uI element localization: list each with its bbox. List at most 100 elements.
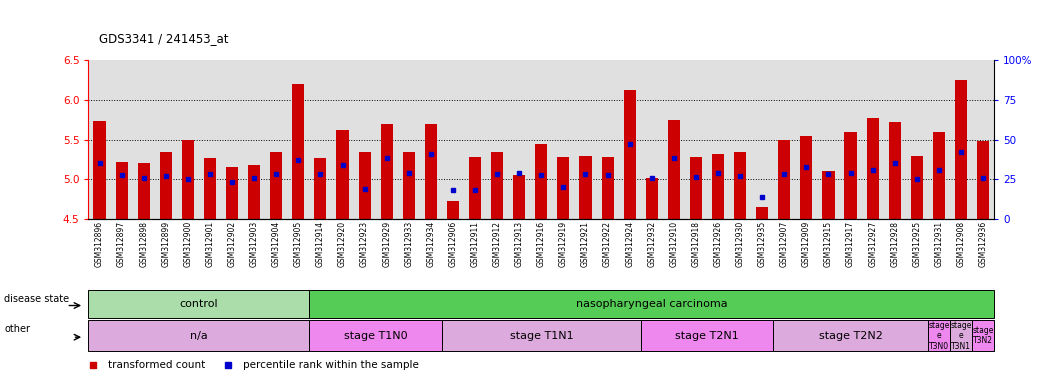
Text: control: control (180, 299, 219, 309)
Bar (553, 60, 575, 219)
Bar (226, 167, 238, 219)
Bar (287, 60, 309, 219)
Bar (491, 152, 503, 219)
Bar (933, 132, 945, 219)
Bar (862, 60, 884, 219)
Bar (530, 60, 553, 219)
Bar (822, 172, 835, 219)
Bar (464, 60, 486, 219)
Bar (756, 207, 768, 219)
Bar (977, 141, 989, 219)
Bar (928, 320, 950, 351)
Bar (911, 156, 923, 219)
Bar (442, 320, 640, 351)
Bar (734, 152, 746, 219)
Bar (88, 320, 309, 351)
Bar (244, 60, 265, 219)
Bar (381, 124, 392, 219)
Text: GDS3341 / 241453_at: GDS3341 / 241453_at (99, 31, 228, 45)
Bar (663, 60, 685, 219)
Bar (398, 60, 420, 219)
Bar (199, 60, 221, 219)
Bar (535, 144, 548, 219)
Bar (884, 60, 906, 219)
Bar (779, 140, 790, 219)
Bar (331, 60, 354, 219)
Bar (94, 121, 105, 219)
Bar (928, 60, 950, 219)
Bar (508, 60, 530, 219)
Bar (640, 320, 773, 351)
Bar (667, 120, 680, 219)
Bar (839, 60, 862, 219)
Bar (596, 60, 618, 219)
Bar (248, 165, 260, 219)
Bar (690, 157, 702, 219)
Bar (420, 60, 442, 219)
Bar (314, 158, 327, 219)
Bar (376, 60, 398, 219)
Bar (116, 162, 128, 219)
Bar (972, 320, 994, 351)
Bar (309, 60, 331, 219)
Bar (889, 122, 900, 219)
Bar (358, 152, 371, 219)
Bar (795, 60, 817, 219)
Text: transformed count: transformed count (108, 360, 206, 371)
Bar (88, 60, 110, 219)
Bar (513, 175, 526, 219)
Bar (955, 80, 967, 219)
Bar (972, 60, 994, 219)
Text: stage
e
T3N1: stage e T3N1 (950, 321, 971, 351)
Bar (707, 60, 729, 219)
Bar (773, 60, 795, 219)
Bar (580, 156, 591, 219)
Bar (309, 320, 442, 351)
Text: disease state: disease state (4, 294, 70, 304)
Bar (624, 90, 636, 219)
Bar (685, 60, 707, 219)
Bar (221, 60, 244, 219)
Bar (110, 60, 132, 219)
Bar (159, 152, 172, 219)
Bar (265, 60, 287, 219)
Text: stage T2N1: stage T2N1 (676, 331, 739, 341)
Text: percentile rank within the sample: percentile rank within the sample (243, 360, 418, 371)
Bar (645, 178, 658, 219)
Bar (801, 136, 812, 219)
Bar (866, 118, 879, 219)
Text: stage
T3N2: stage T3N2 (972, 326, 994, 345)
Bar (88, 290, 309, 318)
Bar (447, 201, 459, 219)
Bar (336, 130, 349, 219)
Bar (155, 60, 177, 219)
Bar (906, 60, 928, 219)
Bar (773, 320, 928, 351)
Bar (425, 124, 437, 219)
Bar (844, 132, 857, 219)
Bar (602, 157, 613, 219)
Bar (729, 60, 752, 219)
Bar (817, 60, 839, 219)
Text: stage T1N1: stage T1N1 (509, 331, 574, 341)
Bar (293, 84, 304, 219)
Bar (309, 290, 994, 318)
Bar (177, 60, 199, 219)
Text: n/a: n/a (191, 331, 208, 341)
Bar (354, 60, 376, 219)
Bar (618, 60, 640, 219)
Bar (950, 320, 972, 351)
Bar (403, 152, 415, 219)
Bar (712, 154, 725, 219)
Text: stage T1N0: stage T1N0 (344, 331, 407, 341)
Bar (204, 158, 217, 219)
Bar (557, 157, 569, 219)
Bar (950, 60, 972, 219)
Bar (132, 60, 155, 219)
Bar (469, 157, 481, 219)
Bar (182, 140, 194, 219)
Bar (271, 152, 282, 219)
Bar (442, 60, 464, 219)
Text: stage T2N2: stage T2N2 (818, 331, 883, 341)
Bar (486, 60, 508, 219)
